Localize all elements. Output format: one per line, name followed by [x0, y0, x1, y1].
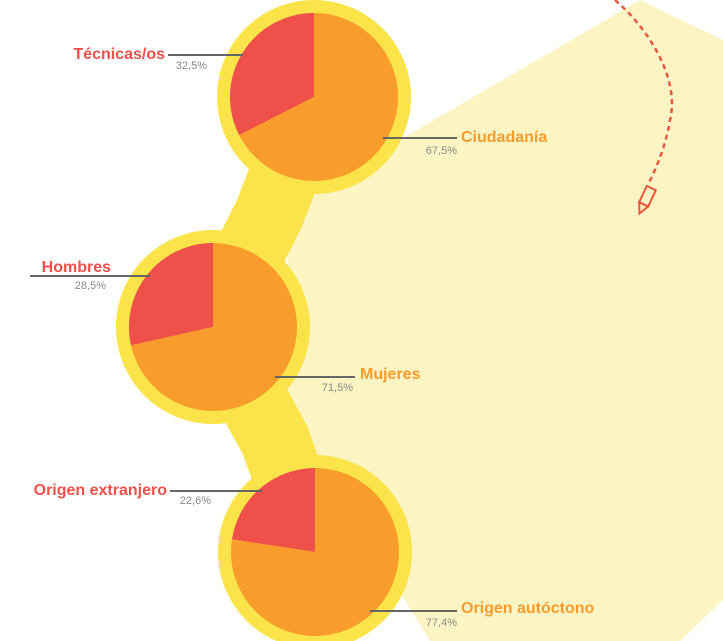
- category-label: Ciudadanía: [461, 129, 547, 146]
- pie-slice: [229, 13, 314, 136]
- category-label: Mujeres: [360, 366, 421, 383]
- value-label: 67,5%: [426, 145, 457, 157]
- pie-slice: [129, 243, 213, 346]
- category-label: Origen extranjero: [34, 482, 168, 499]
- pencil-icon: [637, 184, 658, 216]
- pie-slice: [231, 468, 315, 552]
- value-label: 77,4%: [426, 617, 457, 629]
- category-label: Técnicas/os: [73, 46, 165, 63]
- value-label: 28,5%: [75, 280, 106, 292]
- pie-slice: [131, 243, 297, 411]
- pie-slice: [230, 468, 399, 636]
- value-label: 32,5%: [176, 60, 207, 72]
- background-panel: [288, 0, 723, 641]
- category-label: Hombres: [42, 259, 111, 276]
- category-label: Origen autóctono: [461, 600, 595, 617]
- dashed-curve: [614, 0, 674, 186]
- value-label: 22,6%: [180, 495, 211, 507]
- value-label: 71,5%: [322, 382, 353, 394]
- pie-slice: [239, 13, 398, 181]
